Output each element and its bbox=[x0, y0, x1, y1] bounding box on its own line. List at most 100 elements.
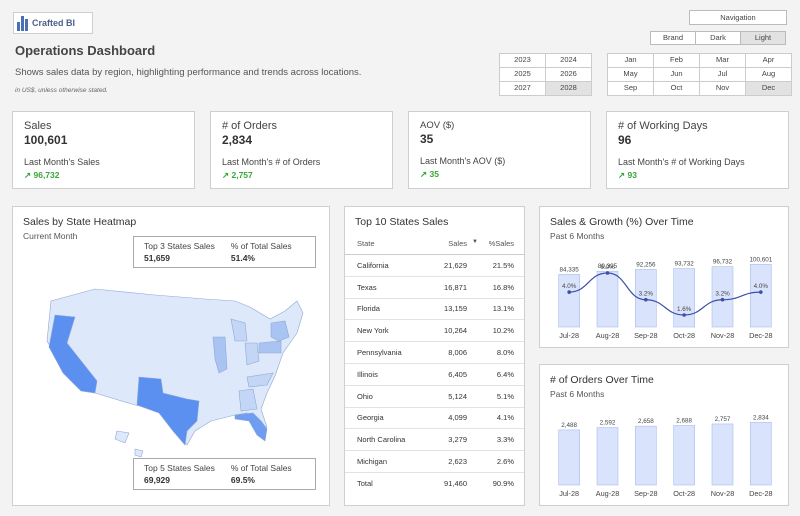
pct-cell: 8.0% bbox=[496, 348, 514, 358]
top3-pct-label: % of Total Sales bbox=[230, 241, 292, 251]
sort-desc-icon[interactable]: ▼ bbox=[472, 239, 478, 245]
year-2024-button[interactable]: 2024 bbox=[545, 53, 592, 68]
growth-point-sep-28[interactable] bbox=[644, 297, 648, 302]
pct-cell: 16.8% bbox=[492, 282, 514, 292]
bar-nov-28[interactable] bbox=[711, 423, 734, 486]
year-2027-button[interactable]: 2027 bbox=[499, 81, 546, 96]
bar-aug-28[interactable] bbox=[596, 427, 619, 486]
table-row[interactable]: California 21,629 21.5% bbox=[345, 255, 524, 277]
bar-value-label: 2,488 bbox=[561, 422, 577, 429]
col-sales-header[interactable]: Sales bbox=[421, 239, 467, 248]
growth-point-aug-28[interactable] bbox=[605, 271, 610, 275]
bar-value-label: 2,834 bbox=[753, 414, 769, 421]
table-row[interactable]: Texas 16,871 16.8% bbox=[345, 277, 524, 299]
year-2025-button[interactable]: 2025 bbox=[499, 67, 546, 82]
bar-value-label: 2,757 bbox=[715, 416, 731, 423]
kpi-sub-label: Last Month's AOV ($) bbox=[420, 156, 506, 166]
pct-cell: 10.2% bbox=[492, 326, 514, 336]
table-row[interactable]: Georgia 4,099 4.1% bbox=[345, 408, 524, 430]
month-feb-button[interactable]: Feb bbox=[653, 53, 700, 68]
brand-logo: Crafted BI bbox=[13, 12, 93, 34]
kpi-label: # of Working Days bbox=[618, 120, 708, 132]
month-jun-button[interactable]: Jun bbox=[653, 67, 700, 82]
table-row[interactable]: Michigan 2,623 2.6% bbox=[345, 451, 524, 473]
month-aug-button[interactable]: Aug bbox=[745, 67, 792, 82]
state-cell: Georgia bbox=[357, 413, 384, 423]
kpi-delta: ↗ 96,732 bbox=[24, 170, 60, 180]
table-row[interactable]: Pennsylvania 8,006 8.0% bbox=[345, 342, 524, 364]
col-pct-header[interactable]: %Sales bbox=[488, 239, 514, 248]
month-selector: Jan Feb Mar Apr May Jun Jul Aug Sep Oct Nov Dec bbox=[607, 53, 792, 96]
bar-value-label: 93,732 bbox=[675, 261, 695, 268]
table-row[interactable]: Florida 13,159 13.1% bbox=[345, 299, 524, 321]
year-2028-button[interactable]: 2028 bbox=[545, 81, 592, 96]
bar-oct-28[interactable] bbox=[673, 268, 695, 328]
navigation-button[interactable]: Navigation bbox=[689, 10, 787, 25]
theme-selector: Brand Dark Light bbox=[650, 31, 786, 45]
state-hawaii bbox=[134, 448, 144, 458]
x-tick-label: Aug-28 bbox=[596, 489, 620, 498]
kpi-delta: ↗ 35 bbox=[420, 169, 439, 179]
x-tick-label: Oct-28 bbox=[673, 331, 695, 340]
pct-cell: 5.1% bbox=[496, 391, 514, 401]
x-tick-label: Sep-28 bbox=[634, 331, 658, 340]
bar-dec-28[interactable] bbox=[750, 421, 772, 486]
heatmap-panel: Sales by State Heatmap Current Month Top… bbox=[12, 206, 330, 506]
bar-jul-28[interactable] bbox=[558, 429, 580, 486]
month-nov-button[interactable]: Nov bbox=[699, 81, 746, 96]
col-state-header[interactable]: State bbox=[357, 239, 375, 248]
year-2026-button[interactable]: 2026 bbox=[545, 67, 592, 82]
theme-light-button[interactable]: Light bbox=[740, 31, 786, 45]
pct-cell: 90.9% bbox=[492, 479, 514, 489]
x-tick-label: Dec-28 bbox=[749, 489, 773, 498]
sales-cell: 21,629 bbox=[444, 260, 467, 270]
state-florida bbox=[234, 412, 268, 442]
top10-title: Top 10 States Sales bbox=[355, 216, 449, 228]
theme-dark-button[interactable]: Dark bbox=[695, 31, 741, 45]
x-tick-label: Nov-28 bbox=[711, 489, 735, 498]
us-map[interactable] bbox=[35, 281, 310, 459]
state-cell: Total bbox=[357, 479, 373, 489]
table-row[interactable]: Ohio 5,124 5.1% bbox=[345, 386, 524, 408]
growth-point-dec-28[interactable] bbox=[759, 290, 763, 294]
bar-dec-28[interactable] bbox=[750, 263, 772, 328]
x-tick-label: Nov-28 bbox=[711, 331, 735, 340]
growth-value-label: 4.0% bbox=[562, 283, 577, 290]
kpi-card-aov: AOV ($) 35 Last Month's AOV ($) ↗ 35 bbox=[408, 111, 591, 189]
bar-value-label: 2,658 bbox=[638, 418, 654, 425]
pct-cell: 2.6% bbox=[496, 457, 514, 467]
bar-oct-28[interactable] bbox=[673, 425, 695, 486]
month-oct-button[interactable]: Oct bbox=[653, 81, 700, 96]
table-row[interactable]: North Carolina 3,279 3.3% bbox=[345, 429, 524, 452]
bar-nov-28[interactable] bbox=[711, 266, 734, 328]
table-row[interactable]: New York 10,264 10.2% bbox=[345, 320, 524, 343]
month-apr-button[interactable]: Apr bbox=[745, 53, 792, 68]
month-jul-button[interactable]: Jul bbox=[699, 67, 746, 82]
sales-cell: 10,264 bbox=[444, 326, 467, 336]
bar-value-label: 2,688 bbox=[676, 417, 692, 424]
bar-value-label: 92,256 bbox=[636, 261, 656, 268]
table-row[interactable]: Illinois 6,405 6.4% bbox=[345, 364, 524, 386]
year-2023-button[interactable]: 2023 bbox=[499, 53, 546, 68]
month-may-button[interactable]: May bbox=[607, 67, 654, 82]
month-jan-button[interactable]: Jan bbox=[607, 53, 654, 68]
top5-value: 69,929 bbox=[144, 475, 170, 485]
bar-jul-28[interactable] bbox=[558, 274, 580, 328]
state-cell: Texas bbox=[357, 282, 377, 292]
growth-point-nov-28[interactable] bbox=[720, 297, 725, 302]
month-sep-button[interactable]: Sep bbox=[607, 81, 654, 96]
orders-panel: # of Orders Over Time Past 6 Months 2,48… bbox=[539, 364, 789, 506]
sales-growth-chart: 84,335 Jul-28 89,395 Aug-28 92,256 Sep-28 93,7… bbox=[558, 256, 773, 340]
bar-aug-28[interactable] bbox=[596, 270, 619, 328]
growth-point-jul-28[interactable] bbox=[567, 290, 571, 294]
state-cell: North Carolina bbox=[357, 435, 406, 445]
theme-brand-button[interactable]: Brand bbox=[650, 31, 696, 45]
month-mar-button[interactable]: Mar bbox=[699, 53, 746, 68]
month-dec-button[interactable]: Dec bbox=[745, 81, 792, 96]
growth-value-label: 1.6% bbox=[677, 306, 692, 313]
currency-note: in US$, unless otherwise stated. bbox=[15, 87, 108, 94]
growth-point-oct-28[interactable] bbox=[682, 313, 686, 317]
state-cell: Illinois bbox=[357, 369, 378, 379]
bar-sep-28[interactable] bbox=[635, 425, 657, 486]
pct-cell: 6.4% bbox=[496, 369, 514, 379]
